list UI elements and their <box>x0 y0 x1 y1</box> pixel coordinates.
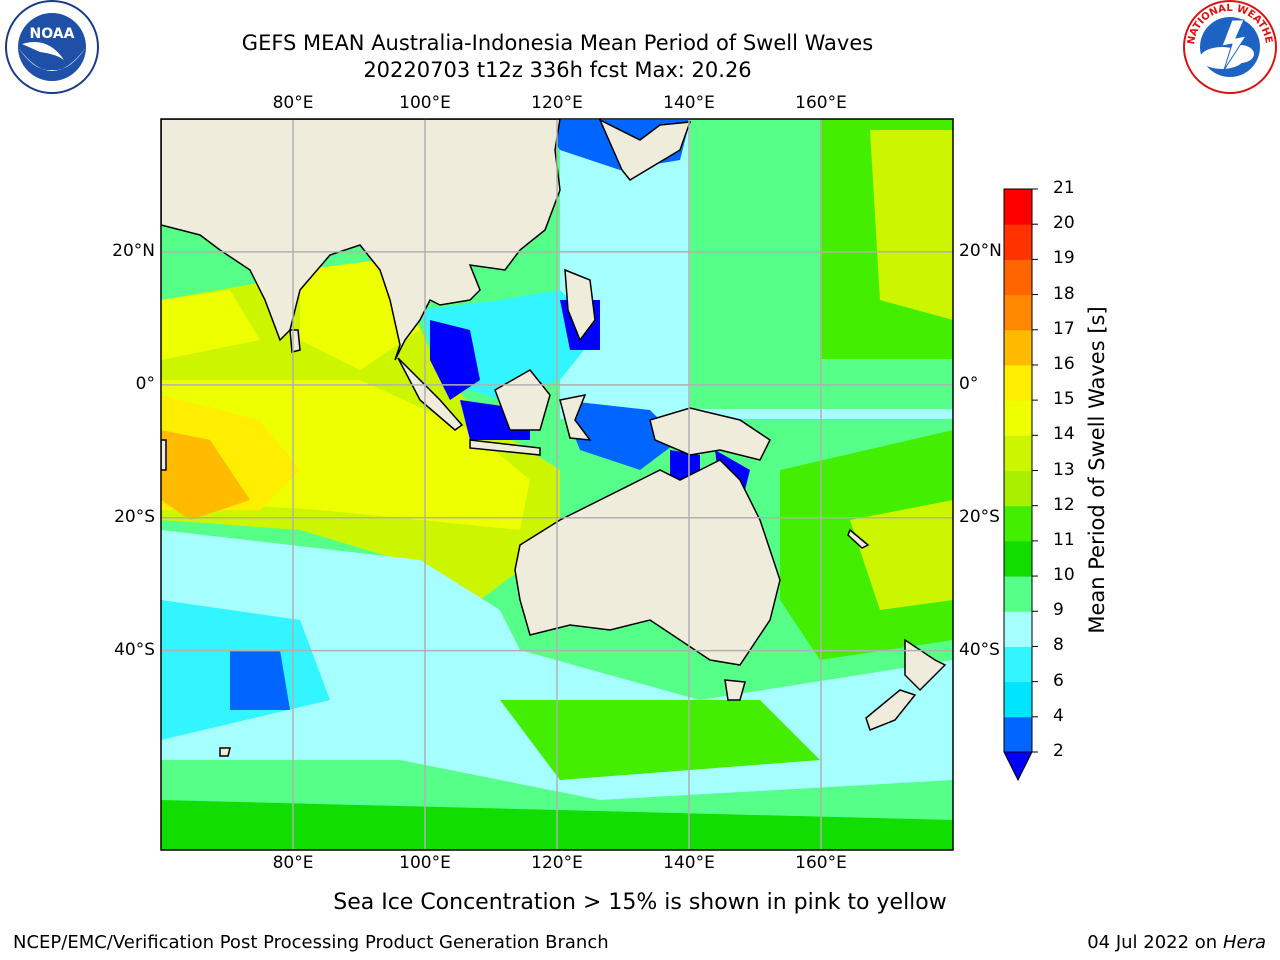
colorbar-tick-label: 2 <box>1053 741 1064 761</box>
footer-host: Hera <box>1222 932 1266 953</box>
colorbar-tick-label: 11 <box>1053 529 1075 550</box>
colorbar-segment <box>1004 646 1032 683</box>
colorbar-segment <box>1004 224 1032 260</box>
colorbar-tick-label: 18 <box>1053 283 1075 304</box>
footer-date: 04 Jul 2022 on Hera <box>1087 932 1266 953</box>
lon-tick-label: 100°E <box>399 853 451 873</box>
colorbar-extend-triangle <box>1003 751 1033 782</box>
colorbar-segment <box>1004 329 1032 366</box>
map-frame <box>160 118 954 851</box>
footer-credit: NCEP/EMC/Verification Post Processing Pr… <box>13 932 609 953</box>
colorbar-tick-label: 16 <box>1053 353 1075 374</box>
lon-tick-label: 140°E <box>663 853 715 873</box>
lat-tick-label: 20°N <box>959 240 1002 261</box>
colorbar <box>1003 188 1038 782</box>
land-masses <box>161 119 947 757</box>
colorbar-segment <box>1004 294 1032 331</box>
lon-tick-label: 160°E <box>795 93 847 113</box>
colorbar-segment <box>1004 435 1032 471</box>
lon-tick-label: 140°E <box>663 93 715 113</box>
colorbar-segment <box>1004 189 1032 225</box>
lon-tick-label: 160°E <box>795 853 847 873</box>
map-title: GEFS MEAN Australia-Indonesia Mean Perio… <box>241 31 874 55</box>
colorbar-segment <box>1004 259 1032 296</box>
colorbar-tick-label: 4 <box>1053 705 1064 726</box>
lat-tick-label: 0° <box>959 373 979 394</box>
colorbar-tick-label: 17 <box>1053 318 1075 339</box>
colorbar-segment <box>1004 470 1032 507</box>
colorbar-tick-label: 15 <box>1053 389 1075 410</box>
lat-tick-label: 20°S <box>959 506 1000 527</box>
colorbar-tick-label: 10 <box>1053 565 1075 586</box>
colorbar-tick-label: 21 <box>1053 178 1075 198</box>
lon-tick-label: 100°E <box>399 93 451 113</box>
colorbar-tick-label: 19 <box>1053 248 1075 269</box>
lon-tick-label: 120°E <box>531 93 583 113</box>
lat-tick-label: 20°S <box>114 506 155 527</box>
colorbar-segment <box>1004 576 1032 612</box>
colorbar-tick-label: 14 <box>1053 424 1075 445</box>
lon-tick-label: 80°E <box>272 853 314 873</box>
lon-tick-label: 80°E <box>272 93 314 113</box>
lat-tick-label: 20°N <box>112 240 155 261</box>
colorbar-tick-label: 6 <box>1053 670 1064 691</box>
lat-tick-label: 40°S <box>959 639 1000 660</box>
map-subtitle: 20220703 t12z 336h fcst Max: 20.26 <box>363 58 752 82</box>
colorbar-tick-label: 12 <box>1053 494 1075 515</box>
colorbar-segment <box>1004 716 1032 753</box>
colorbar-segment <box>1004 681 1032 718</box>
colorbar-title: Mean Period of Swell Waves [s] <box>1085 306 1109 634</box>
colorbar-segment <box>1004 611 1032 647</box>
colorbar-tick-label: 8 <box>1053 635 1064 656</box>
colorbar-segment <box>1004 364 1032 401</box>
colorbar-segment <box>1004 400 1032 436</box>
colorbar-segment <box>1004 505 1032 542</box>
graticule <box>161 119 953 850</box>
lat-tick-label: 0° <box>135 373 155 394</box>
lon-tick-label: 120°E <box>531 853 583 873</box>
lat-tick-label: 40°S <box>114 639 155 660</box>
colorbar-segment <box>1004 540 1032 577</box>
colorbar-tick-label: 13 <box>1053 459 1075 480</box>
colorbar-tick-label: 9 <box>1053 600 1064 621</box>
footer-date-text: 04 Jul 2022 on <box>1087 932 1223 953</box>
sea-ice-note: Sea Ice Concentration > 15% is shown in … <box>333 890 947 915</box>
colorbar-tick-label: 20 <box>1053 213 1075 234</box>
